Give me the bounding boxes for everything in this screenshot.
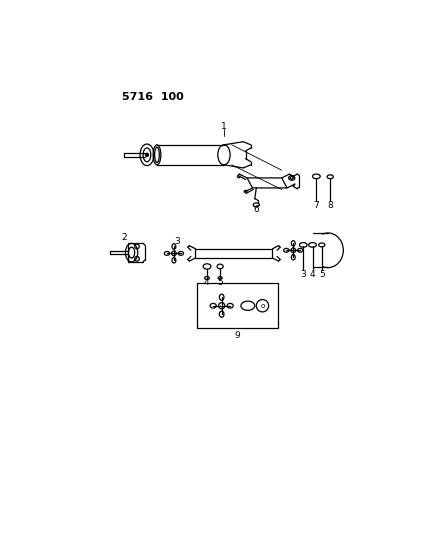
- Text: 2: 2: [121, 233, 127, 241]
- Text: 3: 3: [300, 270, 306, 279]
- Text: 3: 3: [174, 237, 180, 246]
- Bar: [197, 284, 278, 328]
- Text: 4: 4: [310, 270, 315, 279]
- Text: 5716  100: 5716 100: [122, 92, 184, 102]
- Ellipse shape: [146, 154, 149, 156]
- Text: 1: 1: [221, 122, 227, 131]
- Text: 7: 7: [313, 201, 319, 210]
- Text: o: o: [260, 303, 265, 309]
- Text: 5: 5: [217, 278, 223, 287]
- Text: 8: 8: [327, 201, 333, 210]
- Text: 4: 4: [203, 278, 209, 287]
- Text: 6: 6: [253, 205, 259, 214]
- Text: 5: 5: [319, 270, 324, 279]
- Text: 9: 9: [234, 330, 240, 340]
